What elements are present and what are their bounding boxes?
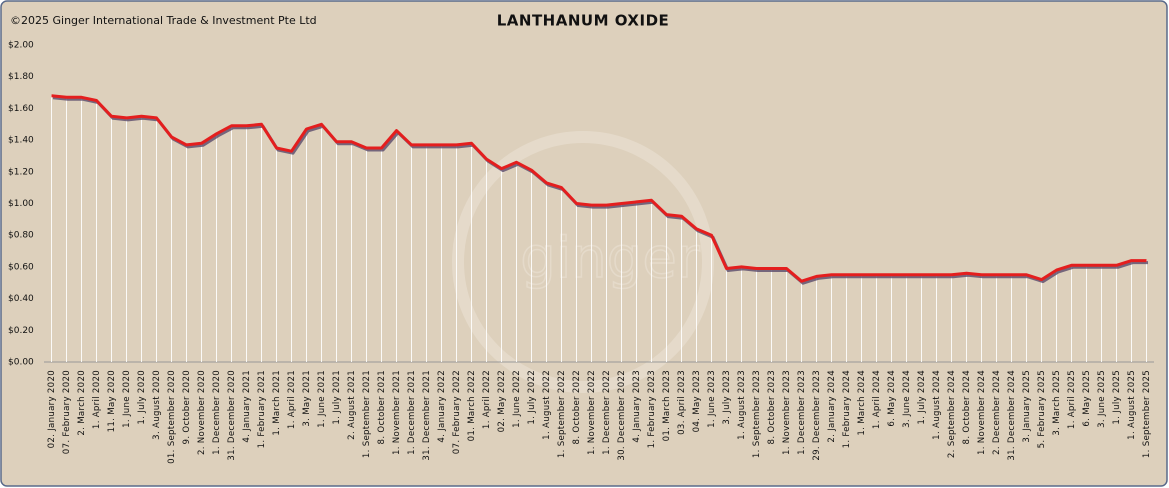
x-tick-label: 3. January 2025 bbox=[1022, 370, 1032, 443]
y-tick-label: $1.80 bbox=[8, 72, 34, 82]
x-tick-label: 3. May 2021 bbox=[302, 370, 312, 427]
x-tick-label: 2. December 2024 bbox=[992, 370, 1002, 455]
watermark-ring bbox=[452, 131, 714, 393]
x-tick-label: 6. May 2025 bbox=[1082, 370, 1092, 427]
x-tick-label: 02. January 2020 bbox=[47, 370, 57, 448]
x-tick-label: 2. September 2024 bbox=[947, 370, 957, 458]
x-tick-label: 3. June 2025 bbox=[1097, 370, 1107, 428]
x-tick-label: 07. February 2022 bbox=[452, 370, 462, 454]
y-tick-label: $0.00 bbox=[8, 358, 34, 368]
x-tick-label: 8. October 2024 bbox=[962, 370, 972, 444]
series-line bbox=[51, 94, 1147, 283]
x-tick-label: 1. April 2021 bbox=[287, 370, 297, 429]
x-tick-label: 2. November 2020 bbox=[197, 370, 207, 455]
x-tick-label: 1. July 2021 bbox=[332, 370, 342, 425]
x-tick-label: 01. September 2020 bbox=[167, 370, 177, 464]
x-tick-label: 31. December 2021 bbox=[422, 370, 432, 461]
x-tick-label: 1. April 2024 bbox=[872, 370, 882, 429]
x-tick-label: 1. August 2025 bbox=[1127, 370, 1137, 440]
x-tick-label: 1. August 2023 bbox=[737, 370, 747, 440]
x-tick-label: 2. March 2020 bbox=[77, 370, 87, 436]
y-tick-label: $1.20 bbox=[8, 167, 34, 177]
x-tick-label: 1. July 2022 bbox=[527, 370, 537, 425]
x-tick-label: 07. February 2020 bbox=[62, 370, 72, 454]
y-tick-label: $0.60 bbox=[8, 262, 34, 272]
copyright: ©2025 Ginger International Trade & Inves… bbox=[10, 14, 317, 27]
x-tick-label: 1. February 2023 bbox=[647, 370, 657, 448]
line-shadow bbox=[52, 96, 1148, 285]
x-tick-label: 6. May 2024 bbox=[887, 370, 897, 427]
x-tick-label: 1. November 2022 bbox=[587, 370, 597, 455]
x-tick-label: 1. November 2021 bbox=[392, 370, 402, 455]
x-tick-label: 02. May 2022 bbox=[497, 370, 507, 432]
x-tick-label: 1. April 2022 bbox=[482, 370, 492, 429]
x-tick-label: 1. July 2025 bbox=[1112, 370, 1122, 425]
x-tick-label: 1. September 2022 bbox=[557, 370, 567, 458]
watermark-text: ginger bbox=[520, 226, 701, 291]
x-tick-label: 1. February 2021 bbox=[257, 370, 267, 448]
x-tick-label: 1. June 2021 bbox=[317, 370, 327, 428]
x-tick-label: 03. April 2023 bbox=[677, 370, 687, 435]
x-tick-label: 30. December 2022 bbox=[617, 370, 627, 461]
x-tick-label: 1. June 2022 bbox=[512, 370, 522, 428]
x-tick-label: 8. October 2021 bbox=[377, 370, 387, 444]
x-tick-label: 29. December 2023 bbox=[812, 370, 822, 461]
x-tick-label: 3. August 2020 bbox=[152, 370, 162, 440]
x-tick-label: 4. January 2022 bbox=[437, 370, 447, 443]
y-tick-label: $0.40 bbox=[8, 294, 34, 304]
x-tick-label: 1. March 2021 bbox=[272, 370, 282, 436]
x-tick-label: 2. January 2024 bbox=[827, 370, 837, 443]
x-tick-label: 2. August 2021 bbox=[347, 370, 357, 440]
y-tick-label: $0.20 bbox=[8, 326, 34, 336]
y-tick-label: $1.60 bbox=[8, 104, 34, 114]
x-tick-label: 1. April 2020 bbox=[92, 370, 102, 429]
x-tick-label: 1. February 2024 bbox=[842, 370, 852, 448]
x-tick-label: 1. March 2024 bbox=[857, 370, 867, 436]
x-tick-label: 3. June 2024 bbox=[902, 370, 912, 428]
x-tick-label: 4. January 2021 bbox=[242, 370, 252, 443]
x-tick-label: 1. December 2022 bbox=[602, 370, 612, 455]
x-tick-label: 1. September 2023 bbox=[752, 370, 762, 458]
x-tick-label: 04. May 2023 bbox=[692, 370, 702, 432]
x-tick-label: 31. December 2024 bbox=[1007, 370, 1017, 461]
x-tick-label: 11. May 2020 bbox=[107, 370, 117, 432]
x-tick-label: 1. September 2025 bbox=[1142, 370, 1152, 458]
x-tick-label: 01. March 2023 bbox=[662, 370, 672, 441]
x-tick-label: 31. December 2020 bbox=[227, 370, 237, 461]
watermark-logo: ginger bbox=[452, 131, 714, 393]
chart-title: LANTHANUM OXIDE bbox=[497, 12, 670, 30]
y-tick-label: $1.40 bbox=[8, 136, 34, 146]
x-tick-label: 1. August 2022 bbox=[542, 370, 552, 440]
x-tick-label: 3. March 2025 bbox=[1052, 370, 1062, 436]
x-tick-label: 5. February 2025 bbox=[1037, 370, 1047, 448]
x-tick-label: 1. July 2020 bbox=[137, 370, 147, 425]
x-tick-label: 1. July 2024 bbox=[917, 370, 927, 425]
x-tick-label: 3. July 2023 bbox=[722, 370, 732, 425]
x-tick-label: 1. August 2024 bbox=[932, 370, 942, 440]
x-tick-label: 1. June 2020 bbox=[122, 370, 132, 428]
x-tick-label: 8. October 2022 bbox=[572, 370, 582, 444]
x-tick-label: 4. January 2023 bbox=[632, 370, 642, 443]
y-tick-label: $0.80 bbox=[8, 231, 34, 241]
x-tick-label: 1. June 2023 bbox=[707, 370, 717, 428]
x-tick-label: 9. October 2020 bbox=[182, 370, 192, 444]
x-tick-label: 1. December 2021 bbox=[407, 370, 417, 455]
x-tick-label: 8. October 2023 bbox=[767, 370, 777, 444]
x-tick-label: 1. December 2023 bbox=[797, 370, 807, 455]
x-tick-label: 1. April 2025 bbox=[1067, 370, 1077, 429]
x-tick-label: 1. September 2021 bbox=[362, 370, 372, 458]
x-tick-label: 1. November 2023 bbox=[782, 370, 792, 455]
x-tick-label: 01. March 2022 bbox=[467, 370, 477, 441]
y-tick-label: $1.00 bbox=[8, 199, 34, 209]
y-tick-label: $2.00 bbox=[8, 41, 34, 51]
x-tick-label: 1. November 2024 bbox=[977, 370, 987, 455]
x-tick-label: 1. December 2020 bbox=[212, 370, 222, 455]
